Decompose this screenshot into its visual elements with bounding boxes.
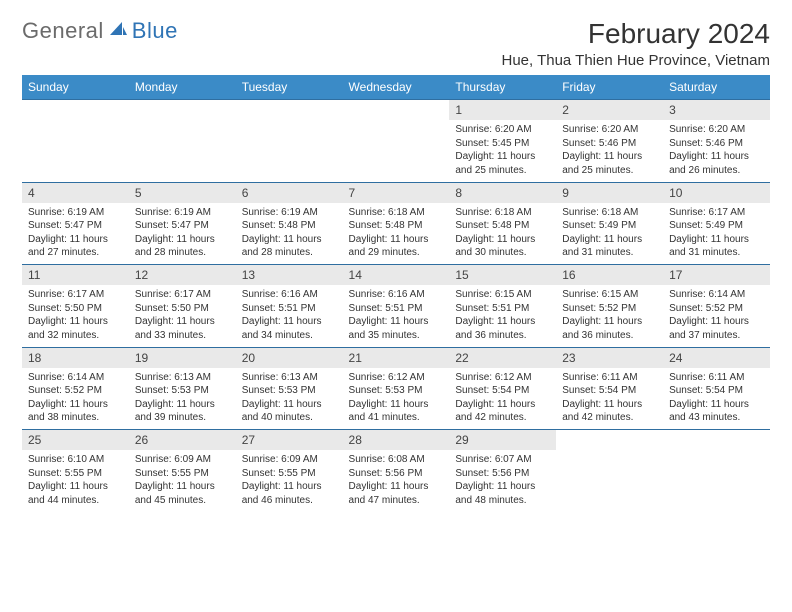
day-header: Sunday: [22, 75, 129, 100]
calendar-table: SundayMondayTuesdayWednesdayThursdayFrid…: [22, 75, 770, 512]
day-number-cell: [22, 100, 129, 121]
day-detail-cell: Sunrise: 6:19 AMSunset: 5:47 PMDaylight:…: [22, 203, 129, 265]
day-number-cell: 26: [129, 430, 236, 451]
day-detail-cell: Sunrise: 6:18 AMSunset: 5:49 PMDaylight:…: [556, 203, 663, 265]
day-detail-cell: Sunrise: 6:17 AMSunset: 5:49 PMDaylight:…: [663, 203, 770, 265]
day-number-cell: 9: [556, 182, 663, 203]
day-detail-cell: Sunrise: 6:19 AMSunset: 5:47 PMDaylight:…: [129, 203, 236, 265]
day-detail-cell: Sunrise: 6:13 AMSunset: 5:53 PMDaylight:…: [129, 368, 236, 430]
day-number-cell: 27: [236, 430, 343, 451]
day-number-cell: 2: [556, 100, 663, 121]
day-detail-cell: Sunrise: 6:10 AMSunset: 5:55 PMDaylight:…: [22, 450, 129, 512]
day-detail-cell: Sunrise: 6:12 AMSunset: 5:53 PMDaylight:…: [343, 368, 450, 430]
day-number-cell: 24: [663, 347, 770, 368]
day-header-row: SundayMondayTuesdayWednesdayThursdayFrid…: [22, 75, 770, 100]
day-number-cell: [236, 100, 343, 121]
day-detail-cell: Sunrise: 6:18 AMSunset: 5:48 PMDaylight:…: [449, 203, 556, 265]
day-detail-cell: Sunrise: 6:15 AMSunset: 5:51 PMDaylight:…: [449, 285, 556, 347]
day-number-cell: 17: [663, 265, 770, 286]
day-number-cell: [556, 430, 663, 451]
day-number-cell: 18: [22, 347, 129, 368]
day-detail-cell: [129, 120, 236, 182]
day-number-cell: 22: [449, 347, 556, 368]
day-number-cell: 21: [343, 347, 450, 368]
day-detail-cell: Sunrise: 6:15 AMSunset: 5:52 PMDaylight:…: [556, 285, 663, 347]
logo-text-general: General: [22, 18, 104, 44]
day-number-row: 2526272829: [22, 430, 770, 451]
logo-text-blue: Blue: [132, 18, 178, 44]
day-detail-row: Sunrise: 6:17 AMSunset: 5:50 PMDaylight:…: [22, 285, 770, 347]
day-number-cell: 10: [663, 182, 770, 203]
day-number-cell: [129, 100, 236, 121]
header: General Blue February 2024 Hue, Thua Thi…: [22, 18, 770, 69]
day-number-row: 18192021222324: [22, 347, 770, 368]
day-detail-cell: Sunrise: 6:18 AMSunset: 5:48 PMDaylight:…: [343, 203, 450, 265]
day-detail-cell: Sunrise: 6:19 AMSunset: 5:48 PMDaylight:…: [236, 203, 343, 265]
day-detail-cell: Sunrise: 6:09 AMSunset: 5:55 PMDaylight:…: [236, 450, 343, 512]
day-detail-cell: Sunrise: 6:14 AMSunset: 5:52 PMDaylight:…: [663, 285, 770, 347]
day-number-cell: 4: [22, 182, 129, 203]
day-number-cell: 3: [663, 100, 770, 121]
day-header: Saturday: [663, 75, 770, 100]
day-number-row: 11121314151617: [22, 265, 770, 286]
day-number-cell: 25: [22, 430, 129, 451]
location-text: Hue, Thua Thien Hue Province, Vietnam: [502, 52, 771, 69]
day-number-cell: 7: [343, 182, 450, 203]
day-number-cell: [663, 430, 770, 451]
day-detail-cell: Sunrise: 6:08 AMSunset: 5:56 PMDaylight:…: [343, 450, 450, 512]
day-number-cell: 1: [449, 100, 556, 121]
month-title: February 2024: [502, 18, 771, 50]
day-detail-cell: Sunrise: 6:20 AMSunset: 5:46 PMDaylight:…: [556, 120, 663, 182]
day-detail-cell: Sunrise: 6:20 AMSunset: 5:45 PMDaylight:…: [449, 120, 556, 182]
day-detail-cell: Sunrise: 6:12 AMSunset: 5:54 PMDaylight:…: [449, 368, 556, 430]
day-detail-cell: Sunrise: 6:14 AMSunset: 5:52 PMDaylight:…: [22, 368, 129, 430]
day-detail-cell: Sunrise: 6:16 AMSunset: 5:51 PMDaylight:…: [236, 285, 343, 347]
day-number-row: 45678910: [22, 182, 770, 203]
day-number-cell: 12: [129, 265, 236, 286]
day-detail-cell: Sunrise: 6:20 AMSunset: 5:46 PMDaylight:…: [663, 120, 770, 182]
logo: General Blue: [22, 18, 178, 44]
day-detail-cell: Sunrise: 6:17 AMSunset: 5:50 PMDaylight:…: [129, 285, 236, 347]
day-header: Friday: [556, 75, 663, 100]
day-detail-cell: Sunrise: 6:13 AMSunset: 5:53 PMDaylight:…: [236, 368, 343, 430]
day-number-cell: 11: [22, 265, 129, 286]
day-number-cell: 29: [449, 430, 556, 451]
day-header: Wednesday: [343, 75, 450, 100]
day-header: Tuesday: [236, 75, 343, 100]
day-detail-cell: [663, 450, 770, 512]
day-header: Thursday: [449, 75, 556, 100]
day-number-cell: 13: [236, 265, 343, 286]
day-number-cell: 15: [449, 265, 556, 286]
day-number-cell: 20: [236, 347, 343, 368]
day-number-cell: 8: [449, 182, 556, 203]
day-detail-row: Sunrise: 6:14 AMSunset: 5:52 PMDaylight:…: [22, 368, 770, 430]
day-detail-cell: [22, 120, 129, 182]
day-number-cell: 16: [556, 265, 663, 286]
day-number-cell: [343, 100, 450, 121]
day-number-cell: 23: [556, 347, 663, 368]
day-detail-row: Sunrise: 6:10 AMSunset: 5:55 PMDaylight:…: [22, 450, 770, 512]
day-number-cell: 14: [343, 265, 450, 286]
day-detail-cell: Sunrise: 6:09 AMSunset: 5:55 PMDaylight:…: [129, 450, 236, 512]
day-detail-row: Sunrise: 6:20 AMSunset: 5:45 PMDaylight:…: [22, 120, 770, 182]
day-detail-cell: Sunrise: 6:17 AMSunset: 5:50 PMDaylight:…: [22, 285, 129, 347]
day-number-row: 123: [22, 100, 770, 121]
day-detail-cell: Sunrise: 6:11 AMSunset: 5:54 PMDaylight:…: [663, 368, 770, 430]
day-detail-cell: [236, 120, 343, 182]
day-detail-cell: Sunrise: 6:16 AMSunset: 5:51 PMDaylight:…: [343, 285, 450, 347]
title-block: February 2024 Hue, Thua Thien Hue Provin…: [502, 18, 771, 69]
day-detail-cell: [556, 450, 663, 512]
day-detail-cell: [343, 120, 450, 182]
day-header: Monday: [129, 75, 236, 100]
day-number-cell: 6: [236, 182, 343, 203]
logo-sail-icon: [108, 18, 128, 44]
day-number-cell: 28: [343, 430, 450, 451]
day-detail-cell: Sunrise: 6:11 AMSunset: 5:54 PMDaylight:…: [556, 368, 663, 430]
day-number-cell: 5: [129, 182, 236, 203]
day-detail-cell: Sunrise: 6:07 AMSunset: 5:56 PMDaylight:…: [449, 450, 556, 512]
day-detail-row: Sunrise: 6:19 AMSunset: 5:47 PMDaylight:…: [22, 203, 770, 265]
day-number-cell: 19: [129, 347, 236, 368]
